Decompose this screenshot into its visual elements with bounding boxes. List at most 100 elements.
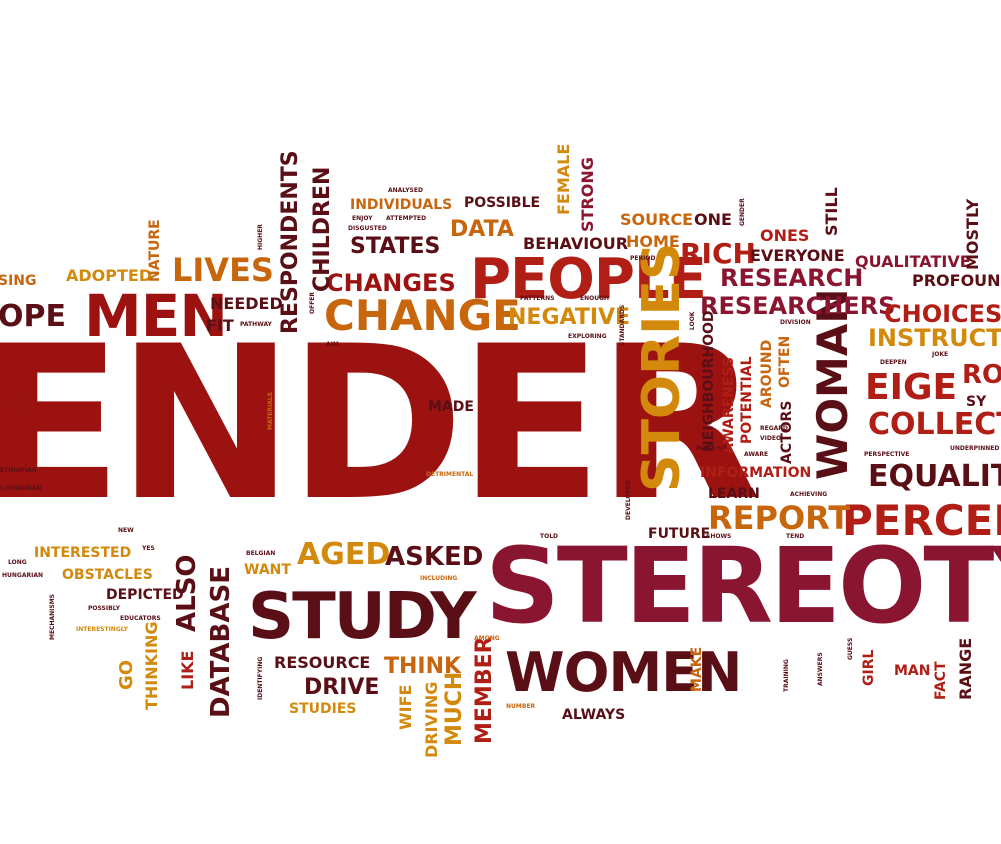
word-qualitative: QUALITATIVE — [855, 252, 971, 271]
word-respondents: RESPONDENTS — [278, 150, 303, 334]
word-enough: ENOUGH — [580, 295, 610, 302]
word-information: INFORMATION — [700, 465, 812, 481]
word-division: DIVISION — [780, 319, 811, 326]
word-female: FEMALE — [554, 143, 573, 215]
word-fit: FIT — [206, 316, 234, 335]
word-stereotyp: STEREOTYP — [485, 525, 1001, 647]
word-educators: EDUCATORS — [120, 615, 161, 622]
word-think: THINK — [384, 654, 462, 679]
word-look: LOOK — [689, 311, 696, 330]
word-studies: STUDIES — [289, 701, 357, 717]
word-driving: DRIVING — [422, 681, 441, 758]
word-range: RANGE — [956, 637, 975, 700]
word-stories: STORIES — [632, 242, 692, 493]
word-among: AMONG — [474, 635, 500, 642]
word-mechanisms: MECHANISMS — [49, 593, 56, 640]
word-go: GO — [116, 659, 137, 690]
word-negative: NEGATIVE — [508, 305, 631, 330]
word-patterns: PATTERNS — [520, 295, 555, 302]
word-like: LIKE — [178, 650, 197, 690]
word-materials: MATERIALS — [267, 392, 274, 430]
word-use: USE — [0, 397, 30, 413]
word-states: STATES — [350, 234, 441, 259]
word-source: SOURCE — [620, 210, 694, 229]
word-ro: RO — [962, 360, 1001, 390]
word-sing: SING — [0, 273, 37, 289]
word-profound: PROFOUND — [912, 271, 1001, 290]
word-lives: LIVES — [172, 251, 274, 289]
word-made: MADE — [428, 399, 474, 415]
word-people: PEOPLE — [470, 247, 707, 312]
word-choices: CHOICES — [884, 300, 1001, 328]
word-behaviour: BEHAVIOUR — [523, 234, 629, 253]
word-resource: RESOURCE — [274, 653, 371, 672]
word-joke: JOKE — [932, 351, 949, 358]
word-disgusted: DISGUSTED — [348, 225, 387, 232]
word-aware: AWARE — [744, 451, 769, 458]
word-member: MEMBER — [472, 636, 497, 744]
word-lithuanian: LITHUANIAN — [0, 485, 42, 492]
word-regard: REGARD — [760, 425, 788, 432]
word-underpinned: UNDERPINNED — [950, 445, 1000, 452]
word-thinking: THINKING — [142, 621, 161, 710]
word-ethiopian: ETHIOPIAN — [0, 467, 37, 474]
word-perspective: PERSPECTIVE — [864, 451, 910, 458]
word-new: NEW — [118, 527, 134, 534]
word-around: AROUND — [759, 339, 775, 408]
word-always: ALWAYS — [562, 707, 626, 723]
word-want: WANT — [244, 562, 291, 578]
word-men: MEN — [84, 282, 228, 350]
word-interested: INTERESTED — [34, 545, 132, 561]
word-ender: ENDER — [0, 300, 760, 547]
word-detrimental: DETRIMENTAL — [426, 471, 474, 478]
word-women: WOMEN — [505, 641, 742, 704]
word-period: PERIOD — [630, 255, 656, 262]
word-aim: AIM — [326, 341, 339, 348]
word-actors: ACTORS — [779, 400, 795, 464]
word-home: HOME — [626, 232, 680, 251]
word-developed: DEVELOPED — [625, 479, 632, 520]
word-data: DATA — [450, 217, 514, 242]
word-researchers: RESEARCHERS — [700, 292, 896, 320]
word-belgian: BELGIAN — [246, 550, 276, 557]
word-strong: STRONG — [578, 157, 597, 232]
word-long: LONG — [8, 559, 27, 566]
word-gender-small: GENDER — [739, 198, 746, 226]
word-analysed: ANALYSED — [388, 187, 423, 194]
word-equalit: EQUALIT — [868, 459, 1001, 494]
word-video: VIDEO — [760, 435, 782, 442]
word-achieving: ACHIEVING — [790, 491, 828, 498]
word-offer: OFFER — [309, 291, 316, 314]
word-yes: YES — [142, 545, 155, 552]
word-told: TOLD — [540, 533, 558, 540]
word-still: STILL — [822, 187, 841, 236]
word-study: STUDY — [248, 580, 477, 654]
word-aged: AGED — [297, 537, 391, 572]
word-drive: DRIVE — [304, 675, 380, 700]
word-changes: CHANGES — [326, 269, 456, 297]
word-eige: EIGE — [865, 367, 958, 408]
word-depicted: DEPICTED — [106, 587, 184, 603]
word-much: MUCH — [442, 671, 467, 746]
word-hungarian: HUNGARIAN — [2, 572, 44, 579]
word-database: DATABASE — [206, 566, 236, 718]
word-children: CHILDREN — [310, 166, 335, 292]
word-future: FUTURE — [648, 526, 711, 542]
word-girl: GIRL — [861, 649, 877, 686]
word-instructo: INSTRUCTO — [868, 324, 1001, 352]
word-individuals: INDIVIDUALS — [350, 197, 453, 213]
word-one: ONE — [694, 210, 732, 229]
word-possibly: POSSIBLY — [88, 605, 120, 612]
word-deepen: DEEPEN — [880, 359, 907, 366]
word-everyone: EVERYONE — [750, 246, 845, 265]
word-attempted: ATTEMPTED — [386, 215, 427, 222]
word-training: TRAINING — [783, 659, 790, 692]
word-asked: ASKED — [385, 542, 484, 572]
word-sy: SY — [966, 394, 987, 410]
word-neighbourhood: NEIGHBOURHOOD — [701, 310, 717, 452]
word-wife: WIFE — [396, 684, 415, 730]
word-enjoy: ENJOY — [352, 215, 373, 222]
word-pathway: PATHWAY — [240, 321, 272, 328]
word-awareness: AWARENESS — [721, 356, 737, 454]
word-makeup: MAKE-UP — [696, 445, 728, 452]
